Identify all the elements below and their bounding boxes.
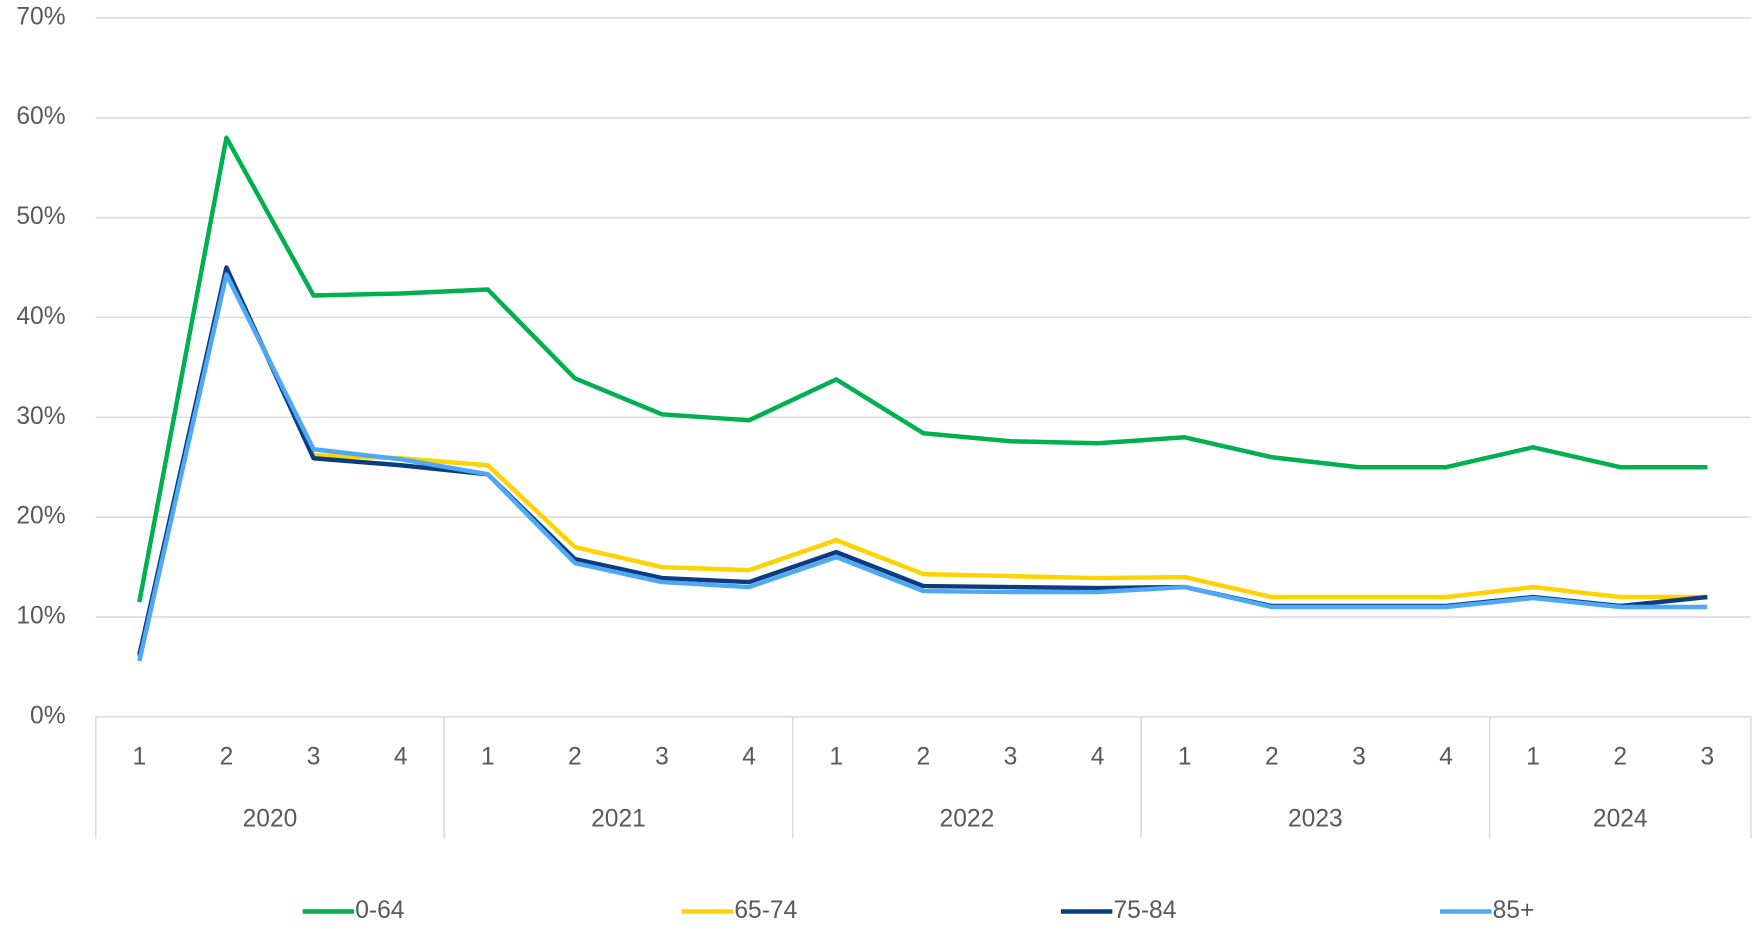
series-line [137,272,1708,662]
x-group-label: 2023 [1288,805,1343,832]
x-group-label: 2024 [1593,805,1648,832]
y-tick-label: 0% [30,702,66,729]
x-tick-label: 3 [1701,744,1715,771]
x-tick-label: 3 [655,744,669,771]
y-tick-label: 60% [16,103,65,130]
x-tick-label: 4 [394,744,408,771]
y-tick-label: 40% [16,303,65,330]
x-tick-label: 2 [220,744,234,771]
y-tick-label: 70% [16,3,65,30]
x-group-label: 2022 [940,805,995,832]
y-tick-label: 10% [16,603,65,630]
x-tick-label: 2 [917,744,931,771]
x-tick-label: 1 [132,744,146,771]
x-tick-label: 2 [568,744,582,771]
series-line [137,135,1708,603]
legend-label: 85+ [1493,897,1535,924]
x-tick-label: 1 [829,744,843,771]
y-tick-label: 30% [16,403,65,430]
legend-label: 65-74 [734,897,797,924]
x-tick-label: 2 [1265,744,1279,771]
y-tick-label: 50% [16,203,65,230]
x-group-label: 2020 [243,805,298,832]
x-tick-label: 4 [742,744,756,771]
x-tick-label: 1 [481,744,495,771]
x-tick-label: 3 [1004,744,1018,771]
x-tick-label: 4 [1439,744,1453,771]
legend-label: 0-64 [355,897,404,924]
x-tick-label: 4 [1091,744,1105,771]
y-tick-label: 20% [16,503,65,530]
x-tick-label: 3 [307,744,321,771]
x-tick-label: 1 [1526,744,1540,771]
x-tick-label: 2 [1613,744,1627,771]
x-tick-label: 3 [1352,744,1366,771]
legend-label: 75-84 [1113,897,1176,924]
x-group-label: 2021 [591,805,646,832]
x-tick-label: 1 [1178,744,1192,771]
